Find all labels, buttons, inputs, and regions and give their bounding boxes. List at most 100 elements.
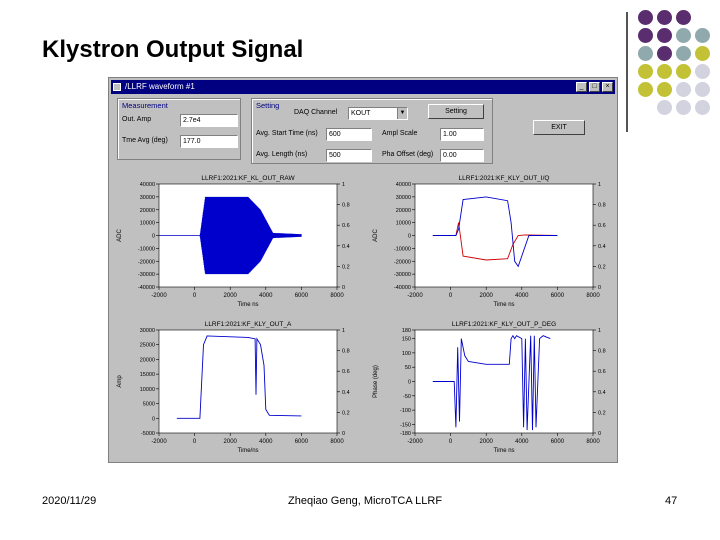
length-input[interactable]: 500: [326, 149, 372, 162]
decoration-dot: [638, 10, 653, 25]
series-line: [159, 196, 302, 275]
x-tick-label: 8000: [586, 293, 600, 299]
chart-svg: LLRF1:2021:KF_KLY_OUT_I/Q-2000 0 2000 4000 6…: [373, 175, 606, 308]
y-axis-label: ADC: [117, 229, 123, 242]
y-tick-label: 15000: [140, 372, 155, 378]
y2-tick-label: 0: [342, 431, 345, 437]
decoration-dot: [695, 64, 710, 79]
x-axis-label: Time ns: [493, 302, 514, 308]
chart-iq: LLRF1:2021:KF_KLY_OUT_I/Q -2000 0 2000 4000 6…: [365, 172, 615, 312]
y-tick-label: 150: [402, 337, 411, 343]
pha-offset-input[interactable]: 0.00: [440, 149, 484, 162]
decoration-dot: [657, 100, 672, 115]
length-label: Avg. Length (ns): [256, 151, 308, 158]
start-time-input[interactable]: 600: [326, 128, 372, 141]
y2-tick-label: 0.6: [342, 223, 350, 229]
y2-tick-label: 0: [598, 285, 601, 291]
series-line: [432, 222, 558, 261]
x-tick-label: 2000: [480, 439, 494, 445]
y-tick-label: 100: [402, 351, 411, 357]
y2-tick-label: 0.8: [342, 349, 350, 355]
x-axis-label: Time/ns: [237, 448, 258, 454]
y-tick-label: 40000: [396, 182, 411, 188]
ampl-scale-input[interactable]: 1.00: [440, 128, 484, 141]
maximize-icon[interactable]: □: [589, 82, 600, 92]
chart-svg: LLRF1:2021:KF_KLY_OUT_A -2000 0 2000 4000 600…: [117, 321, 350, 454]
decoration-dot: [657, 64, 672, 79]
divider-line: [626, 12, 628, 132]
series-group: [159, 196, 302, 275]
x-tick-label: 0: [449, 439, 453, 445]
y-tick-label: 0: [408, 380, 411, 386]
y-tick-label: -180: [400, 431, 411, 437]
decoration-dot: [676, 82, 691, 97]
decoration-dots: [636, 8, 720, 120]
y-tick-label: -10000: [138, 246, 155, 252]
app-icon: [113, 83, 121, 91]
series-group: [432, 334, 551, 431]
y2-tick-label: 1: [342, 182, 345, 188]
x-axis-label: Time ns: [493, 448, 514, 454]
y2-tick-label: 1: [342, 328, 345, 334]
waveform-window: /LLRF waveform #1 _ □ × Measurement Out.…: [108, 77, 618, 463]
series-line: [432, 196, 558, 268]
y-tick-label: -20000: [394, 259, 411, 265]
minimize-icon[interactable]: _: [576, 82, 587, 92]
x-tick-label: -2000: [407, 293, 423, 299]
chart-phase: LLRF1:2021:KF_KLY_OUT_P_DEG -2000 0 2000 400…: [365, 318, 615, 458]
ampl-scale-label: Ampl Scale: [382, 130, 418, 137]
y2-tick-label: 1: [598, 328, 601, 334]
y-tick-label: 30000: [140, 328, 155, 334]
y-tick-label: 25000: [140, 343, 155, 349]
close-icon[interactable]: ×: [602, 82, 613, 92]
y-tick-label: 10000: [140, 387, 155, 393]
series-line: [432, 334, 551, 431]
x-tick-label: 0: [193, 439, 197, 445]
y-tick-label: -20000: [138, 259, 155, 265]
x-tick-label: 4000: [515, 293, 529, 299]
daq-channel-select[interactable]: KOUT ▼: [348, 107, 408, 120]
x-tick-label: 2000: [224, 293, 238, 299]
y-tick-label: 0: [152, 416, 155, 422]
x-tick-label: 6000: [295, 439, 309, 445]
chevron-down-icon[interactable]: ▼: [397, 108, 407, 119]
y-tick-label: -30000: [394, 272, 411, 278]
decoration-dot: [676, 100, 691, 115]
decoration-dot: [676, 46, 691, 61]
y2-tick-label: 0.2: [598, 410, 606, 416]
y-tick-label: 30000: [396, 195, 411, 201]
chart-raw: LLRF1:2021:KF_KL_OUT_RAW -2000 0 2000 4000 60…: [109, 172, 359, 312]
y2-tick-label: 0.6: [342, 369, 350, 375]
y2-tick-label: 1: [598, 182, 601, 188]
decoration-dot: [695, 82, 710, 97]
decoration-dot: [695, 28, 710, 43]
chart-title: LLRF1:2021:KF_KLY_OUT_P_DEG: [452, 321, 556, 328]
x-tick-label: 8000: [586, 439, 600, 445]
window-titlebar: /LLRF waveform #1 _ □ ×: [111, 80, 615, 94]
y-tick-label: 20000: [140, 208, 155, 214]
decoration-dot: [676, 10, 691, 25]
y2-tick-label: 0.4: [598, 244, 606, 250]
y-tick-label: 0: [152, 234, 155, 240]
exit-button[interactable]: EXIT: [533, 120, 585, 135]
setting-button[interactable]: Setting: [428, 104, 484, 119]
series-line: [176, 335, 302, 419]
y2-tick-label: 0.8: [342, 203, 350, 209]
x-tick-label: 0: [193, 293, 197, 299]
footer-author: Zheqiao Geng, MicroTCA LLRF: [288, 495, 443, 507]
phase-label: Tme Avg (deg): [122, 137, 168, 144]
y2-tick-label: 0.8: [598, 203, 606, 209]
y-tick-label: 5000: [143, 402, 155, 408]
y-tick-label: -30000: [138, 272, 155, 278]
daq-channel-value: KOUT: [351, 110, 371, 117]
y-tick-label: 40000: [140, 182, 155, 188]
y2-tick-label: 0.8: [598, 349, 606, 355]
chart-amp: LLRF1:2021:KF_KLY_OUT_A -2000 0 2000 4000 600…: [109, 318, 359, 458]
y2-tick-label: 0.6: [598, 223, 606, 229]
measurement-panel: Measurement Out. Amp 2.7e4 Tme Avg (deg)…: [117, 98, 241, 160]
x-tick-label: 6000: [295, 293, 309, 299]
decoration-dot: [695, 100, 710, 115]
y2-tick-label: 0.6: [598, 369, 606, 375]
pha-offset-label: Pha Offset (deg): [382, 151, 434, 158]
y2-tick-label: 0: [342, 285, 345, 291]
